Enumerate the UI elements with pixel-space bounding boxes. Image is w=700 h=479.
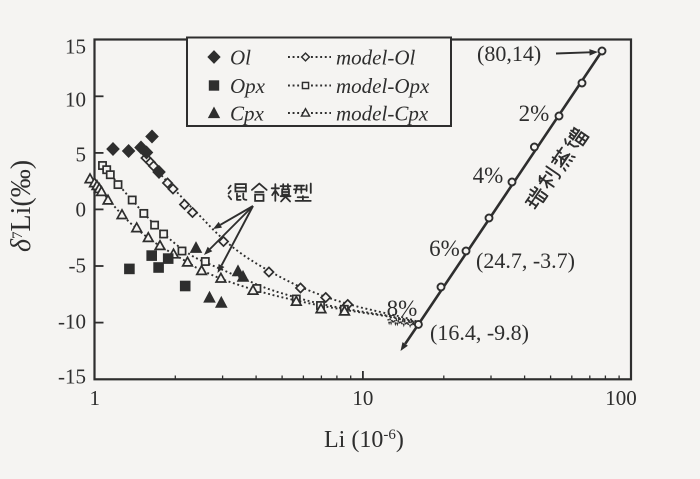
svg-text:Ol: Ol bbox=[230, 45, 251, 69]
svg-text:Cpx: Cpx bbox=[230, 101, 265, 125]
svg-text:1: 1 bbox=[89, 386, 100, 410]
svg-text:(16.4, -9.8): (16.4, -9.8) bbox=[430, 320, 529, 345]
svg-text:0: 0 bbox=[76, 197, 87, 221]
svg-text:(80,14): (80,14) bbox=[477, 41, 541, 66]
svg-text:model-Opx: model-Opx bbox=[336, 74, 430, 98]
svg-text:δ7Li(‰): δ7Li(‰) bbox=[6, 160, 37, 252]
svg-text:(24.7, -3.7): (24.7, -3.7) bbox=[476, 248, 575, 273]
svg-text:Opx: Opx bbox=[230, 74, 266, 98]
svg-text:10: 10 bbox=[65, 87, 86, 111]
svg-text:8%: 8% bbox=[387, 296, 418, 321]
svg-text:15: 15 bbox=[65, 34, 86, 58]
svg-text:-5: -5 bbox=[69, 253, 87, 277]
svg-text:10: 10 bbox=[352, 386, 373, 410]
svg-text:2%: 2% bbox=[519, 101, 550, 126]
svg-text:6%: 6% bbox=[429, 236, 460, 261]
svg-text:-10: -10 bbox=[58, 309, 86, 333]
svg-text:model-Ol: model-Ol bbox=[336, 45, 415, 69]
svg-text:5: 5 bbox=[76, 142, 87, 166]
svg-text:100: 100 bbox=[605, 386, 637, 410]
svg-text:4%: 4% bbox=[473, 163, 504, 188]
svg-text:model-Cpx: model-Cpx bbox=[336, 101, 429, 125]
svg-text:-15: -15 bbox=[58, 364, 86, 388]
svg-text:Li (10-6): Li (10-6) bbox=[324, 427, 404, 453]
